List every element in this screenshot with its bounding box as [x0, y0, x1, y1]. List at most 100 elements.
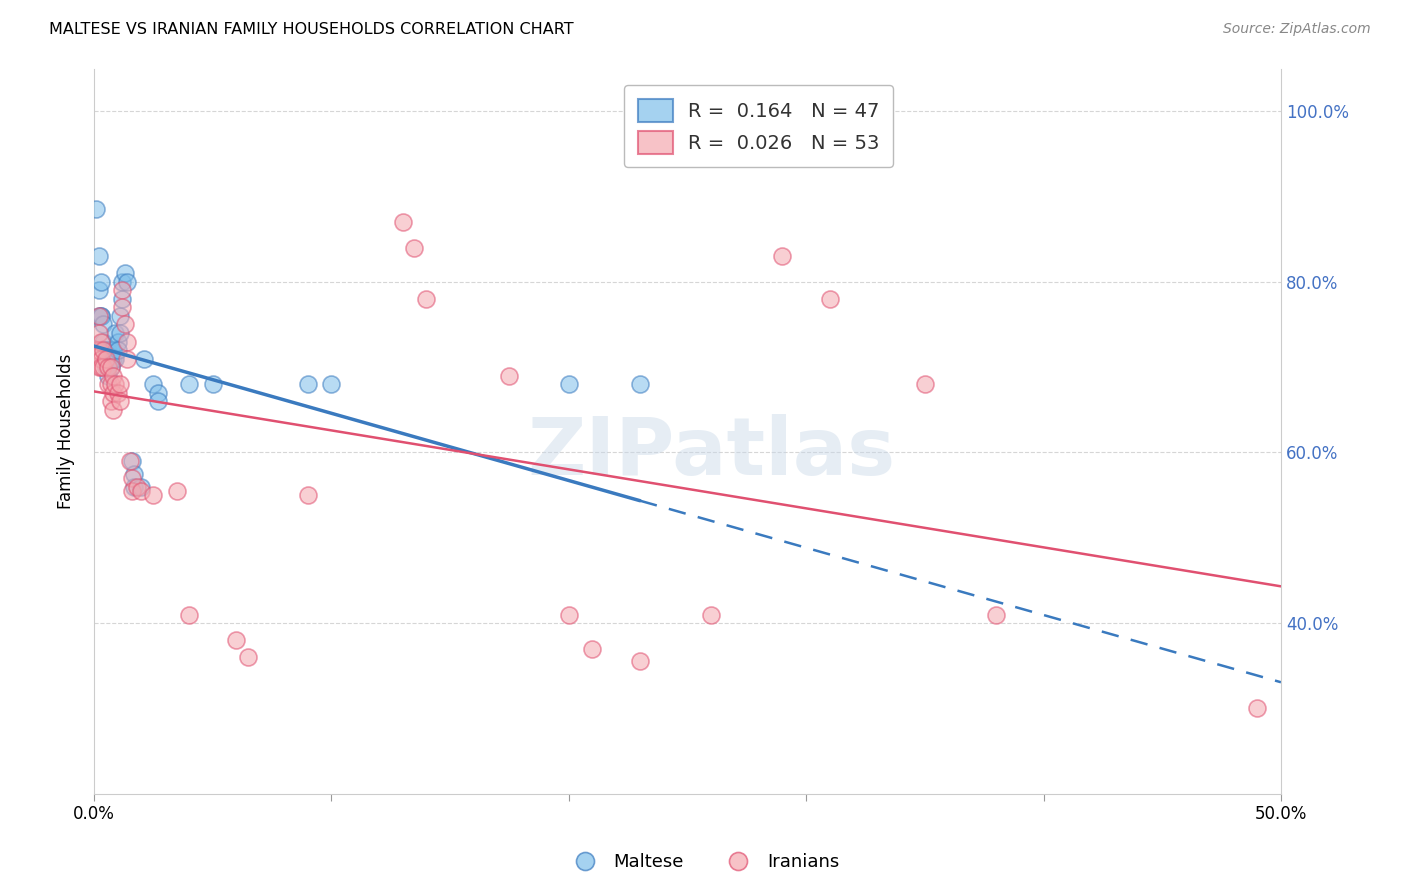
Point — [111, 275, 134, 289]
Point — [93, 318, 115, 332]
Point — [121, 471, 143, 485]
Point — [100, 343, 122, 357]
Point — [104, 377, 127, 392]
Point — [142, 488, 165, 502]
Point — [101, 343, 124, 357]
Point — [124, 467, 146, 481]
Point — [118, 454, 141, 468]
Point — [700, 607, 723, 622]
Point — [104, 351, 127, 366]
Point — [100, 394, 122, 409]
Legend: R =  0.164   N = 47, R =  0.026   N = 53: R = 0.164 N = 47, R = 0.026 N = 53 — [624, 86, 893, 168]
Point — [101, 368, 124, 383]
Point — [97, 377, 120, 392]
Point — [111, 301, 134, 315]
Text: Source: ZipAtlas.com: Source: ZipAtlas.com — [1223, 22, 1371, 37]
Point — [201, 377, 224, 392]
Point — [94, 343, 117, 357]
Point — [1246, 701, 1268, 715]
Point — [177, 377, 200, 392]
Point — [100, 351, 122, 366]
Point — [558, 377, 581, 392]
Point — [97, 360, 120, 375]
Point — [94, 351, 117, 366]
Text: ZIPatlas: ZIPatlas — [527, 414, 896, 491]
Point — [111, 292, 134, 306]
Point — [297, 488, 319, 502]
Point — [101, 351, 124, 366]
Point — [101, 385, 124, 400]
Point — [84, 202, 107, 217]
Point — [131, 479, 153, 493]
Point — [124, 479, 146, 493]
Legend: Maltese, Iranians: Maltese, Iranians — [560, 847, 846, 879]
Point — [332, 833, 354, 847]
Point — [100, 360, 122, 375]
Point — [87, 360, 110, 375]
Point — [146, 394, 169, 409]
Point — [90, 360, 112, 375]
Point — [97, 360, 120, 375]
Point — [90, 309, 112, 323]
Point — [142, 377, 165, 392]
Point — [984, 607, 1007, 622]
Point — [238, 650, 260, 665]
Point — [166, 483, 188, 498]
Point — [114, 266, 136, 280]
Point — [404, 241, 426, 255]
Point — [90, 275, 112, 289]
Text: MALTESE VS IRANIAN FAMILY HOUSEHOLDS CORRELATION CHART: MALTESE VS IRANIAN FAMILY HOUSEHOLDS COR… — [49, 22, 574, 37]
Point — [115, 275, 138, 289]
Point — [297, 377, 319, 392]
Point — [97, 343, 120, 357]
Point — [321, 377, 343, 392]
Point — [770, 249, 793, 263]
Point — [90, 351, 112, 366]
Point — [108, 309, 131, 323]
Point — [628, 377, 651, 392]
Point — [125, 479, 148, 493]
Point — [107, 385, 129, 400]
Point — [100, 360, 122, 375]
Point — [131, 483, 153, 498]
Point — [101, 402, 124, 417]
Point — [108, 394, 131, 409]
Point — [84, 343, 107, 357]
Point — [108, 377, 131, 392]
Point — [818, 292, 841, 306]
Point — [90, 334, 112, 349]
Point — [93, 334, 115, 349]
Point — [94, 351, 117, 366]
Point — [121, 483, 143, 498]
Point — [97, 351, 120, 366]
Point — [94, 360, 117, 375]
Point — [415, 292, 437, 306]
Point — [87, 309, 110, 323]
Point — [132, 351, 155, 366]
Point — [87, 343, 110, 357]
Point — [93, 360, 115, 375]
Point — [628, 655, 651, 669]
Point — [225, 633, 247, 648]
Point — [87, 326, 110, 340]
Point — [93, 343, 115, 357]
Point — [87, 309, 110, 323]
Point — [121, 454, 143, 468]
Point — [177, 607, 200, 622]
Point — [107, 334, 129, 349]
Point — [111, 283, 134, 297]
Point — [108, 326, 131, 340]
Point — [558, 607, 581, 622]
Point — [115, 351, 138, 366]
Point — [114, 318, 136, 332]
Point — [914, 377, 936, 392]
Point — [498, 368, 520, 383]
Point — [391, 215, 413, 229]
Point — [581, 641, 603, 656]
Point — [100, 377, 122, 392]
Point — [146, 385, 169, 400]
Point — [97, 368, 120, 383]
Point — [115, 334, 138, 349]
Point — [90, 309, 112, 323]
Point — [87, 283, 110, 297]
